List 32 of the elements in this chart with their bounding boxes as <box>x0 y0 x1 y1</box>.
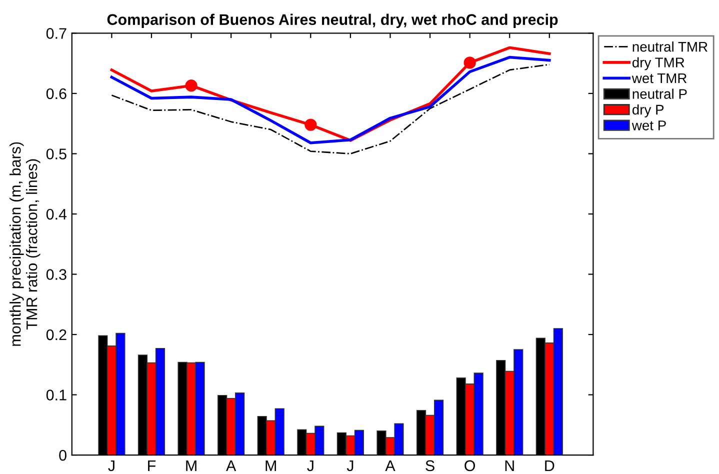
y-tick-label: 0.3 <box>46 269 66 280</box>
x-tick-label: M <box>186 460 196 471</box>
y-tick-label: 0 <box>59 450 66 461</box>
x-tick-label: J <box>307 460 314 472</box>
y-tick-label: 0.2 <box>46 329 66 340</box>
y-tick-label: 0.1 <box>46 390 66 400</box>
point <box>185 80 198 92</box>
legend-label: neutral P <box>632 88 687 99</box>
point <box>464 56 476 69</box>
x-tick-label: F <box>148 460 156 471</box>
x-tick-label: D <box>545 460 554 471</box>
chart-title: Comparison of Buenos Aires neutral, dry, wet rhoC and precip <box>107 14 558 28</box>
x-tick-label: S <box>426 460 434 472</box>
legend-label: wet P <box>632 120 666 130</box>
y-tick-label: 0.6 <box>46 88 66 100</box>
y-tick-label: 0.4 <box>46 208 67 220</box>
y-tick-label: 0.5 <box>46 148 66 160</box>
legend-label: dry TMR <box>632 57 684 70</box>
y-axis-title: monthly precipitation (m, bars) TMR ratio (fraction, lines) <box>10 142 40 346</box>
x-tick-label: O <box>464 460 476 472</box>
x-tick-label: A <box>385 460 396 471</box>
x-tick-label: A <box>226 460 236 471</box>
y-tick-label: 0.7 <box>46 28 66 39</box>
legend-label: dry P <box>632 104 664 118</box>
x-tick-label: M <box>266 460 276 471</box>
x-tick-label: N <box>505 460 514 471</box>
x-tick-label: J <box>346 460 354 472</box>
point <box>304 118 317 131</box>
legend-label: wet TMR <box>632 73 687 84</box>
legend-label: neutral TMR <box>632 42 708 52</box>
line-series <box>110 64 550 154</box>
x-tick-label: J <box>108 460 114 472</box>
